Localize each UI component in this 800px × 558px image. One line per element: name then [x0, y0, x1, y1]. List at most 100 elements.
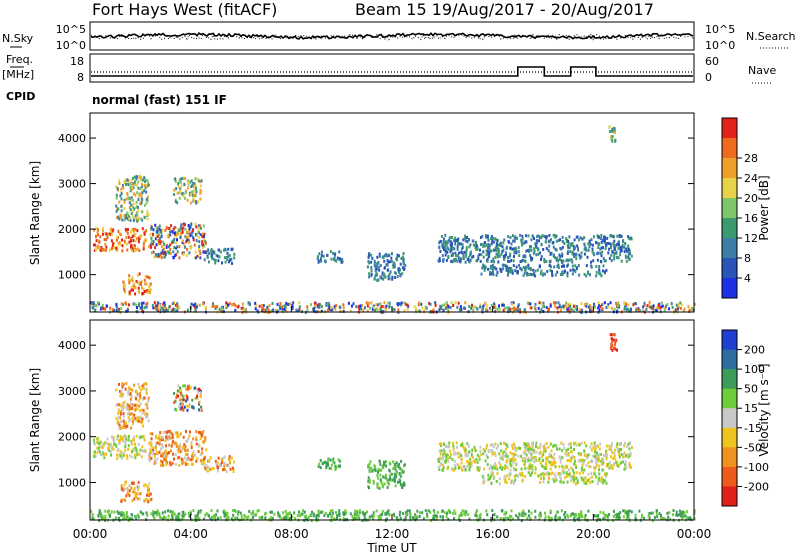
echo-cell	[373, 261, 376, 265]
echo-cell	[169, 233, 172, 237]
x-tick-label: 00:00	[73, 527, 108, 541]
echo-cell	[152, 306, 155, 310]
echo-cell	[120, 302, 123, 306]
echo-cell	[170, 431, 173, 435]
echo-cell	[490, 471, 493, 475]
echo-cell	[486, 513, 489, 517]
echo-cell	[112, 436, 115, 440]
echo-cell	[199, 226, 202, 230]
echo-cell	[168, 305, 171, 309]
echo-cell	[105, 232, 108, 236]
echo-cell	[372, 481, 375, 485]
echo-cell	[629, 308, 632, 312]
echo-cell	[169, 463, 172, 467]
echo-cell	[128, 419, 131, 423]
echo-cell	[578, 443, 581, 447]
echo-cell	[334, 259, 337, 262]
echo-cell	[102, 442, 104, 446]
echo-cell	[385, 460, 387, 463]
echo-cell	[471, 303, 473, 307]
echo-cell	[492, 302, 495, 306]
echo-cell	[187, 437, 190, 441]
echo-cell	[186, 439, 189, 443]
echo-cell	[550, 463, 553, 467]
echo-cell	[140, 234, 143, 238]
echo-cell	[627, 455, 630, 459]
echo-cell	[683, 514, 686, 518]
echo-cell	[164, 307, 167, 311]
echo-cell	[154, 253, 157, 256]
echo-cell	[155, 511, 158, 515]
echo-cell	[611, 333, 614, 337]
echo-cell	[121, 249, 124, 253]
echo-cell	[227, 303, 230, 307]
echo-cell	[535, 253, 538, 257]
echo-cell	[584, 476, 587, 480]
echo-cell	[576, 481, 579, 485]
echo-cell	[188, 384, 191, 388]
echo-cell	[564, 269, 566, 273]
echo-cell	[379, 515, 382, 519]
echo-cell	[503, 474, 506, 478]
echo-cell	[137, 209, 140, 213]
echo-cell	[672, 509, 675, 512]
echo-cell	[176, 302, 179, 306]
echo-cell	[133, 488, 136, 492]
echo-cell	[534, 302, 537, 306]
echo-cell	[184, 461, 187, 465]
echo-cell	[412, 516, 414, 520]
echo-cell	[388, 272, 391, 276]
echo-cell	[451, 457, 454, 461]
echo-cell	[202, 224, 205, 228]
echo-cell	[128, 494, 131, 497]
echo-cell	[129, 182, 132, 186]
echo-cell	[467, 238, 470, 242]
echo-cell	[321, 250, 323, 254]
echo-cell	[110, 510, 113, 514]
echo-cell	[181, 239, 184, 243]
echo-cell	[414, 515, 417, 519]
echo-cell	[679, 306, 682, 310]
echo-cell	[181, 514, 184, 518]
echo-cell	[341, 258, 344, 261]
echo-cell	[117, 309, 120, 313]
echo-cell	[391, 252, 393, 256]
echo-cell	[132, 422, 134, 426]
echo-cell	[502, 303, 505, 307]
echo-cell	[122, 439, 125, 443]
echo-cell	[553, 480, 556, 484]
echo-cell	[120, 457, 123, 460]
echo-cell	[159, 253, 162, 257]
echo-cell	[553, 443, 556, 447]
echo-cell	[283, 307, 286, 311]
echo-cell	[367, 255, 370, 259]
echo-cell	[162, 430, 165, 434]
echo-cell	[605, 457, 608, 461]
echo-cell	[558, 516, 561, 520]
echo-cell	[524, 460, 527, 464]
echo-cell	[509, 451, 512, 455]
echo-cell	[310, 303, 312, 307]
echo-cell	[92, 517, 95, 521]
echo-cell	[192, 199, 195, 203]
echo-cell	[398, 462, 401, 466]
echo-cell	[560, 477, 562, 481]
echo-cell	[176, 306, 179, 310]
echo-cell	[217, 516, 219, 520]
x-tick-label: 20:00	[576, 527, 611, 541]
echo-cell	[117, 516, 120, 520]
echo-cell	[484, 459, 487, 463]
echo-cell	[223, 464, 226, 468]
echo-cell	[152, 452, 155, 456]
echo-cell	[520, 268, 523, 272]
echo-cell	[476, 247, 479, 251]
echo-cell	[125, 435, 128, 439]
echo-cell	[454, 242, 457, 246]
echo-cell	[156, 303, 159, 307]
echo-cell	[118, 182, 121, 185]
echo-cell	[148, 276, 151, 280]
echo-cell	[573, 456, 576, 459]
echo-cell	[649, 305, 651, 309]
echo-cell	[682, 309, 685, 312]
echo-cell	[603, 239, 606, 243]
